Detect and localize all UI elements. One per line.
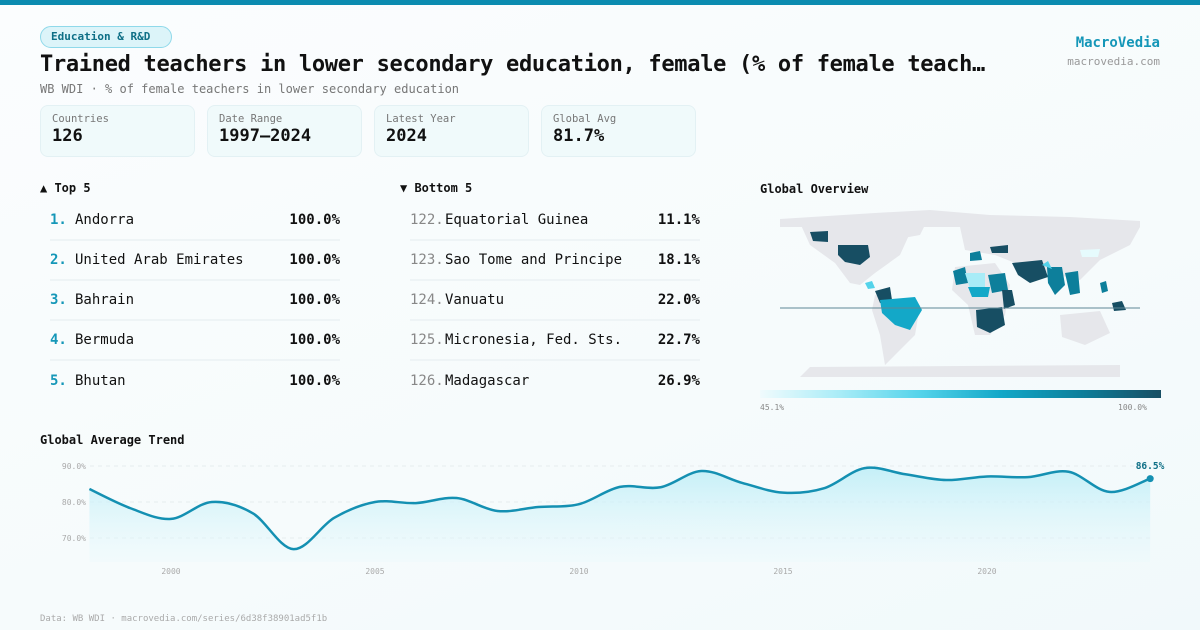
brand: MacroVedia macrovedia.com: [1067, 35, 1160, 68]
list-item[interactable]: 123. Sao Tome and Principe 18.1%: [410, 241, 700, 281]
country-name: Bhutan: [75, 373, 126, 389]
stat-card-countries: Countries 126: [40, 105, 195, 157]
top-5-list: ▲ Top 5 1. Andorra 100.0% 2. United Arab…: [40, 181, 340, 401]
country-value: 11.1%: [657, 212, 700, 228]
trend-line-chart[interactable]: 90.0% 80.0% 70.0% 2000 2005 2010 2015 20…: [0, 450, 1200, 590]
stat-value: 1997–2024: [219, 126, 312, 146]
brand-url[interactable]: macrovedia.com: [1067, 55, 1160, 68]
list-item[interactable]: 122. Equatorial Guinea 11.1%: [410, 201, 700, 241]
rank: 5.: [50, 373, 67, 389]
country-name: Equatorial Guinea: [445, 212, 589, 228]
brand-name[interactable]: MacroVedia: [1075, 35, 1160, 51]
last-point-marker[interactable]: [1146, 475, 1154, 483]
country-value: 100.0%: [289, 292, 340, 308]
country-name: Bermuda: [75, 332, 135, 348]
x-tick: 2020: [977, 567, 996, 576]
top-accent-bar: [0, 0, 1200, 5]
country-value: 22.7%: [657, 332, 700, 348]
legend-max-label: 100.0%: [1118, 403, 1147, 412]
rank: 125.: [410, 332, 444, 348]
list-item[interactable]: 2. United Arab Emirates 100.0%: [50, 241, 340, 281]
country-value: 100.0%: [289, 332, 340, 348]
country-name: Andorra: [75, 212, 135, 228]
country-name: Bahrain: [75, 292, 135, 308]
country-value: 100.0%: [289, 373, 340, 389]
stat-value: 2024: [386, 126, 427, 146]
rank: 4.: [50, 332, 67, 348]
stat-cards: Countries 126 Date Range 1997–2024 Lates…: [40, 105, 696, 157]
list-item[interactable]: 3. Bahrain 100.0%: [50, 281, 340, 321]
stat-label: Date Range: [219, 113, 283, 125]
rank: 124.: [410, 292, 444, 308]
footer-source: Data: WB WDI · macrovedia.com/series/6d3…: [40, 614, 328, 624]
rank: 123.: [410, 252, 444, 268]
map-title: Global Overview: [760, 182, 869, 196]
country-name: Micronesia, Fed. Sts.: [445, 332, 623, 348]
list-item[interactable]: 1. Andorra 100.0%: [50, 201, 340, 241]
list-item[interactable]: 124. Vanuatu 22.0%: [410, 281, 700, 321]
stat-value: 81.7%: [553, 126, 605, 146]
category-badge[interactable]: Education & R&D: [40, 26, 173, 48]
country-value: 100.0%: [289, 212, 340, 228]
rank: 122.: [410, 212, 444, 228]
country-name: United Arab Emirates: [75, 252, 244, 268]
country-value: 26.9%: [657, 373, 700, 389]
rank: 126.: [410, 373, 444, 389]
stat-card-date-range: Date Range 1997–2024: [207, 105, 362, 157]
world-choropleth-map[interactable]: [780, 205, 1140, 380]
x-tick: 2000: [161, 567, 180, 576]
stat-card-latest-year: Latest Year 2024: [374, 105, 529, 157]
trend-line: [88, 466, 1151, 551]
country-value: 18.1%: [657, 252, 700, 268]
trend-area: [89, 467, 1151, 562]
stat-label: Global Avg: [553, 113, 617, 125]
x-tick: 2015: [773, 567, 792, 576]
x-tick: 2010: [569, 567, 588, 576]
country-name: Madagascar: [445, 373, 530, 389]
stat-value: 126: [52, 126, 83, 146]
trend-title: Global Average Trend: [40, 433, 185, 447]
stat-label: Countries: [52, 113, 109, 125]
page-subtitle: WB WDI · % of female teachers in lower s…: [40, 82, 460, 96]
map-legend-bar: [760, 390, 1161, 398]
rank: 1.: [50, 212, 67, 228]
y-tick: 70.0%: [62, 534, 86, 543]
stat-label: Latest Year: [386, 113, 456, 125]
country-value: 100.0%: [289, 252, 340, 268]
top-5-title: ▲ Top 5: [40, 181, 91, 195]
y-tick: 90.0%: [62, 462, 86, 471]
bottom-5-list: ▼ Bottom 5 122. Equatorial Guinea 11.1% …: [400, 181, 700, 401]
x-tick: 2005: [365, 567, 384, 576]
page-title: Trained teachers in lower secondary educ…: [40, 52, 985, 77]
last-value-label: 86.5%: [1136, 461, 1165, 472]
bottom-5-title: ▼ Bottom 5: [400, 181, 473, 195]
legend-min-label: 45.1%: [760, 403, 785, 412]
country-name: Sao Tome and Principe: [445, 252, 623, 268]
rank: 2.: [50, 252, 67, 268]
list-item[interactable]: 126. Madagascar 26.9%: [410, 361, 700, 401]
list-item[interactable]: 125. Micronesia, Fed. Sts. 22.7%: [410, 321, 700, 361]
country-value: 22.0%: [657, 292, 700, 308]
country-name: Vanuatu: [445, 292, 505, 308]
y-tick: 80.0%: [62, 498, 86, 507]
stat-card-global-avg: Global Avg 81.7%: [541, 105, 696, 157]
list-item[interactable]: 4. Bermuda 100.0%: [50, 321, 340, 361]
list-item[interactable]: 5. Bhutan 100.0%: [50, 361, 340, 401]
rank: 3.: [50, 292, 67, 308]
